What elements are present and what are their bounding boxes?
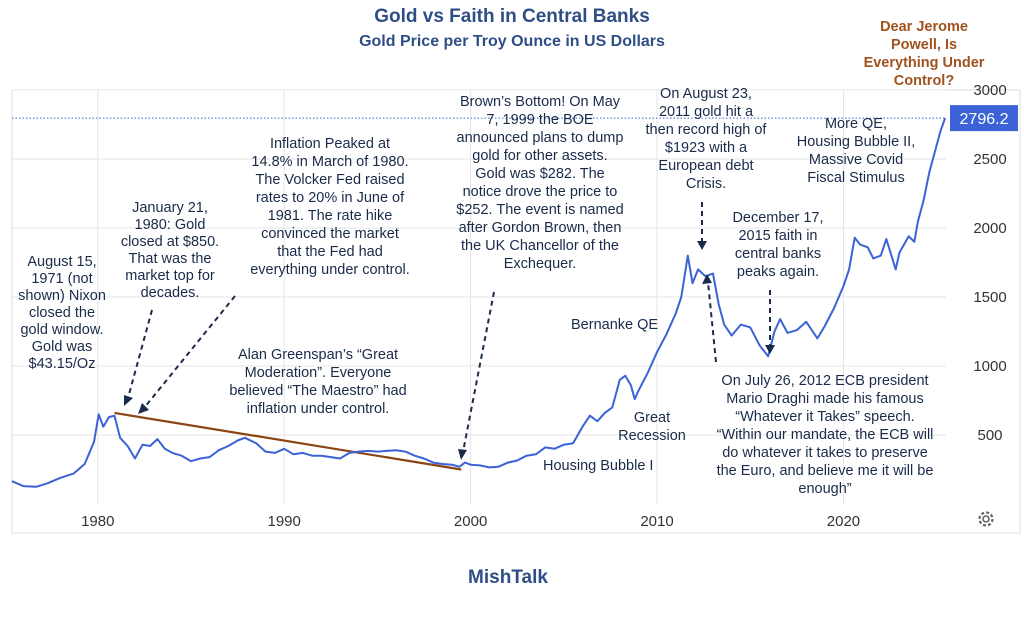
annotation-dec2015: December 17, 2015 faith in central banks pe… <box>732 210 823 280</box>
arrow-draghi <box>707 281 717 363</box>
y-axis-ticks: 500 1000 1500 2000 2500 3000 <box>973 82 1006 444</box>
y-tick-label: 1000 <box>973 358 1006 375</box>
arrowhead-dec2015 <box>765 345 775 354</box>
annotation-aug2011: On August 23, 2011 gold hit a then record … <box>646 86 768 192</box>
grid-lines <box>12 89 946 504</box>
x-tick-label: 2010 <box>640 513 673 530</box>
y-tick-label: 3000 <box>973 82 1006 99</box>
arrowhead-aug2011 <box>697 241 707 250</box>
last-value-badge <box>950 105 1018 132</box>
annotation-inflation: Inflation Peaked at 14.8% in March of 198… <box>250 136 410 278</box>
y-tick-label: 500 <box>977 427 1002 444</box>
x-tick-label: 2000 <box>454 513 487 530</box>
y-tick-label: 2500 <box>973 151 1006 168</box>
arrow-jan1980 <box>127 309 153 399</box>
annotation-nixon: August 15, 1971 (not shown) Nixon closed th… <box>18 254 106 372</box>
annotation-great-recession: Great Recession <box>618 410 686 444</box>
arrowhead-jan1980 <box>124 395 133 406</box>
annotation-greenspan: Alan Greenspan’s “Great Moderation”. Ever… <box>229 347 406 417</box>
chart-subtitle: Gold Price per Troy Ounce in US Dollars <box>359 33 665 50</box>
gear-icon[interactable] <box>978 511 994 527</box>
annotation-jan1980: January 21, 1980: Gold closed at $850. That… <box>121 200 219 301</box>
annotation-draghi: On July 26, 2012 ECB president Mario Drag… <box>717 373 934 497</box>
y-tick-label: 1500 <box>973 289 1006 306</box>
arrowhead-inflation <box>138 403 149 414</box>
x-tick-label: 2020 <box>827 513 860 530</box>
arrow-inflation <box>143 295 236 409</box>
source-label: MishTalk <box>468 567 548 588</box>
series-line-gold <box>11 117 947 488</box>
chart-title: Gold vs Faith in Central Banks <box>374 6 650 27</box>
annotation-brown: Brown’s Bottom! On May 7, 1999 the BOE ann… <box>456 94 623 272</box>
arrow-heads <box>124 241 775 460</box>
trend-line <box>114 411 462 471</box>
annotation-housing-bubble-1: Housing Bubble I <box>543 458 653 474</box>
annotation-arrows <box>127 202 771 453</box>
x-tick-label: 1990 <box>267 513 300 530</box>
arrow-brown <box>462 291 495 453</box>
y-tick-label: 2000 <box>973 220 1006 237</box>
annotation-bernanke: Bernanke QE <box>571 317 658 333</box>
last-value-label: 2796.2 <box>960 111 1009 128</box>
arrowhead-brown <box>458 449 467 460</box>
arrowhead-draghi <box>702 274 712 284</box>
x-tick-label: 1980 <box>81 513 114 530</box>
annotation-more-qe: More QE, Housing Bubble II, Massive Covid F… <box>797 116 916 186</box>
annotation-powell: Dear Jerome Powell, Is Everything Under Con… <box>864 19 985 89</box>
x-axis-ticks: 1980 1990 2000 2010 2020 <box>81 513 860 530</box>
